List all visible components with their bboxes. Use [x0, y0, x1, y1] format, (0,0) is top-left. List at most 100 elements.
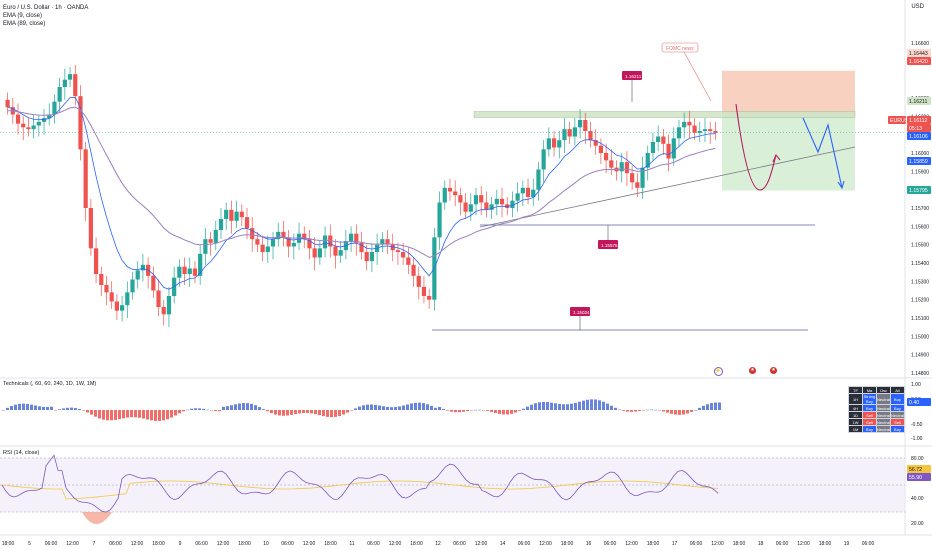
- candle-body: [692, 125, 697, 133]
- candle-body: [598, 145, 604, 153]
- technicals-bar: [246, 403, 249, 410]
- technicals-bar: [390, 407, 393, 410]
- technicals-bar: [170, 410, 173, 418]
- candle-body: [473, 195, 479, 205]
- th-osc: Osc: [876, 386, 891, 394]
- projection-arrow: [772, 153, 781, 163]
- technicals-bar: [546, 402, 549, 410]
- time-tick-label: 17: [672, 541, 678, 547]
- badge-tp-top2-text: 1.16420: [909, 59, 928, 65]
- technicals-bar: [574, 402, 577, 410]
- level-callout-low-text: 1.15024: [573, 310, 590, 315]
- candle-body: [401, 252, 406, 258]
- technicals-bar: [402, 405, 405, 410]
- level-callout-mid: [598, 240, 618, 249]
- time-tick-label: 18:00: [324, 541, 337, 547]
- th-tf: TF: [848, 386, 863, 394]
- candle-body: [713, 131, 718, 133]
- badge-rsi-ma: [907, 465, 931, 473]
- technicals-bar: [182, 410, 185, 412]
- technicals-bar: [642, 410, 645, 411]
- badge-countdown: [907, 124, 931, 132]
- candle-body: [650, 142, 656, 153]
- technicals-bar: [26, 403, 29, 410]
- level-callout-low: [570, 307, 590, 316]
- candle-body: [551, 138, 557, 148]
- time-tick-label: 06:00: [195, 541, 208, 547]
- badge-symbol-text: EURUSD: [890, 118, 912, 124]
- ema-9-legend: EMA (9, close): [3, 13, 43, 19]
- time-tick-label: 18:00: [561, 541, 574, 547]
- time-tick-label: 06:00: [367, 541, 380, 547]
- technicals-bar: [234, 404, 237, 410]
- price-tick-label: 1.15300: [911, 279, 929, 285]
- technicals-bar: [626, 410, 629, 412]
- time-tick-label: 06:00: [776, 541, 789, 547]
- badge-symbol: [888, 116, 906, 124]
- row-1w-tf: 1W: [848, 418, 863, 426]
- candle-body: [109, 292, 114, 302]
- candle-body: [546, 138, 551, 150]
- candle-body: [312, 248, 317, 258]
- candle-body: [338, 250, 343, 256]
- badge-stop-text: 1.15795: [909, 188, 928, 194]
- technicals-bar: [94, 410, 97, 417]
- candle-body: [62, 79, 67, 87]
- candle-body: [635, 182, 640, 188]
- candle-body: [520, 187, 525, 194]
- technicals-bar: [166, 410, 169, 420]
- candle-body: [15, 114, 21, 124]
- technicals-bar: [242, 403, 245, 410]
- candle-body: [468, 204, 473, 212]
- candle-body: [187, 268, 192, 274]
- technicals-bar: [666, 410, 669, 413]
- badge-stop: [907, 186, 931, 194]
- technicals-bar: [446, 410, 449, 411]
- technicals-bar: [10, 406, 13, 410]
- time-tick-label: 06:00: [453, 541, 466, 547]
- time-tick-label: 06:00: [45, 541, 58, 547]
- technicals-bar: [74, 407, 77, 410]
- technicals-bar: [162, 410, 165, 421]
- candle-body: [130, 279, 135, 293]
- candle-body: [270, 239, 276, 247]
- candle-body: [640, 167, 645, 188]
- technicals-bar: [498, 410, 501, 414]
- candle-body: [453, 191, 458, 196]
- technicals-bar: [66, 407, 69, 410]
- candle-body: [494, 198, 499, 205]
- technicals-bar: [70, 407, 73, 410]
- candle-body: [395, 250, 401, 252]
- technicals-bar: [450, 410, 453, 412]
- candle-body: [416, 275, 421, 287]
- technicals-bar: [590, 399, 593, 410]
- event-icon[interactable]: ⚡: [714, 367, 723, 376]
- technicals-bar: [30, 404, 33, 410]
- candle-body: [21, 123, 26, 128]
- time-tick-label: 5: [28, 541, 31, 547]
- us-flag-icon[interactable]: ★: [770, 367, 777, 374]
- technicals-bar: [330, 410, 333, 418]
- candle-body: [281, 231, 286, 238]
- time-tick-label: 06:00: [109, 541, 122, 547]
- technicals-bar: [150, 410, 153, 421]
- time-tick-label: 18:00: [2, 541, 15, 547]
- technicals-bar: [662, 410, 665, 412]
- technicals-bar: [634, 410, 637, 412]
- time-tick-label: 12:00: [711, 541, 724, 547]
- badge-ema-9-text: 1.16106: [909, 134, 928, 140]
- time-tick-label: 18:00: [647, 541, 660, 547]
- row-1w-all: Sell: [890, 418, 905, 426]
- technicals-bar: [686, 410, 689, 414]
- time-tick-label: 06:00: [604, 541, 617, 547]
- technicals-bar: [610, 405, 613, 410]
- candle-body: [411, 264, 416, 276]
- candle-body: [182, 266, 187, 274]
- candle-body: [359, 242, 364, 252]
- technicals-bar: [378, 405, 381, 410]
- us-flag-icon[interactable]: ★: [749, 367, 756, 374]
- candle-body: [57, 87, 62, 102]
- technicals-bar: [702, 405, 705, 410]
- candle-body: [666, 143, 671, 159]
